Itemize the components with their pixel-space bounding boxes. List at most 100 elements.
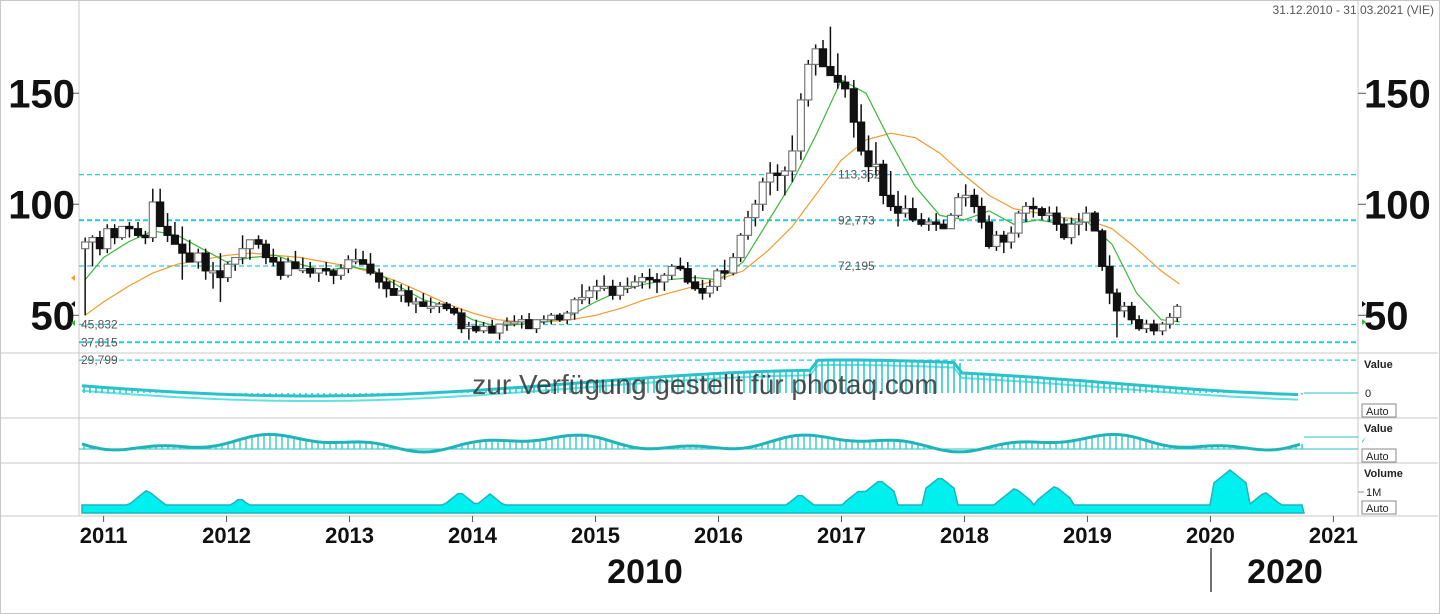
candle-body [322,268,331,272]
candle-body [231,256,240,265]
candle-body [1074,221,1083,225]
y-tick-label-right: 100 [1364,183,1431,227]
candle-body [841,81,850,90]
candle-body [245,239,255,250]
candle-body [306,268,315,274]
candle-body [570,299,579,314]
candle-body [269,256,278,263]
osc-auto-label: Auto [1366,451,1389,463]
candle-body [525,319,534,330]
candle-body [117,225,127,239]
candle-body [961,194,970,199]
candle-body [238,248,247,259]
macd-auto-label: Auto [1366,406,1389,418]
candle-body [804,63,813,101]
candle-body [1127,305,1136,321]
candle-body [992,234,1001,248]
candle-body [510,321,519,325]
candle-body [539,319,548,323]
level-label: 113,352 [838,168,881,182]
candle-body [871,163,881,168]
candle-body [517,319,526,323]
y-tick-label-left: 50 [31,294,76,338]
y-tick-label-left: 100 [8,183,75,227]
candle-body [261,243,271,259]
candle-body [729,256,738,274]
candle-body [125,225,134,230]
candle-body [1165,316,1174,325]
y-tick-label-right: 150 [1364,72,1431,116]
candle-body [488,325,497,334]
candle-body [389,288,398,296]
x-tick-label: 2011 [80,523,128,548]
candle-body [585,290,594,299]
candle-body [81,241,90,250]
candle-body [939,223,948,230]
level-label: 92,773 [838,213,875,227]
watermark: zur Verfügung gestellt für photaq.com [472,369,937,400]
volume-tick-label: 1M [1366,487,1381,499]
candle-body [577,296,587,301]
candle-body [720,270,729,274]
macd-zero-label: 0 [1365,388,1371,400]
candle-body [208,270,218,274]
candle-body [1067,223,1076,239]
candle-body [676,265,685,270]
candle-body [977,205,986,223]
candle-body [645,276,654,281]
y-tick-label-left: 150 [8,72,75,116]
volume-auto-button[interactable] [1361,500,1397,515]
x-tick-label: 2019 [1063,523,1112,548]
candle-body [457,312,466,330]
candle-body [818,48,828,68]
candle-body [660,274,669,283]
axis-marker [1362,319,1366,325]
candle-body [946,214,956,230]
candle-body [472,325,481,332]
candle-body [1014,212,1023,234]
candle-body [879,163,888,196]
y-tick-label-right: 50 [1364,294,1409,338]
candle-body [652,279,662,283]
macd-auto-button[interactable] [1361,403,1397,418]
candle-body [404,290,413,303]
candle-body [1007,232,1016,243]
candle-body [600,285,609,289]
candle-body [1105,265,1114,294]
level-label: 37,815 [81,335,118,349]
x-tick-label: 2015 [571,523,620,548]
candle-body [1134,319,1144,330]
candle-body [698,288,707,294]
candle-body [344,259,353,270]
candle-body [156,201,165,228]
level-label: 29,799 [81,353,118,367]
candle-body [743,216,753,236]
x-tick-label: 2013 [325,523,374,548]
candle-body [283,261,293,276]
candle-body [141,234,150,239]
candle-body [751,203,760,219]
macd-panel: Value 0 Auto [81,358,1397,418]
candle-body [1098,230,1107,268]
axis-marker [71,320,75,326]
candle-body [1112,292,1122,312]
candle-body [796,99,805,152]
candle-body [435,303,444,307]
candle-body [276,261,285,276]
candle-body [314,268,323,274]
x-tick-label: 2017 [817,523,866,548]
candle-body [479,325,488,332]
candle-body [773,172,782,176]
axis-marker [71,275,75,281]
axis-marker [1362,301,1366,307]
candle-body [758,181,767,205]
candle-body [148,201,157,239]
candle-body [442,303,451,310]
osc-auto-button[interactable] [1361,448,1397,463]
candle-body [103,228,112,250]
candle-body [170,234,180,245]
candle-body [1142,323,1151,330]
candle-body [358,259,368,265]
